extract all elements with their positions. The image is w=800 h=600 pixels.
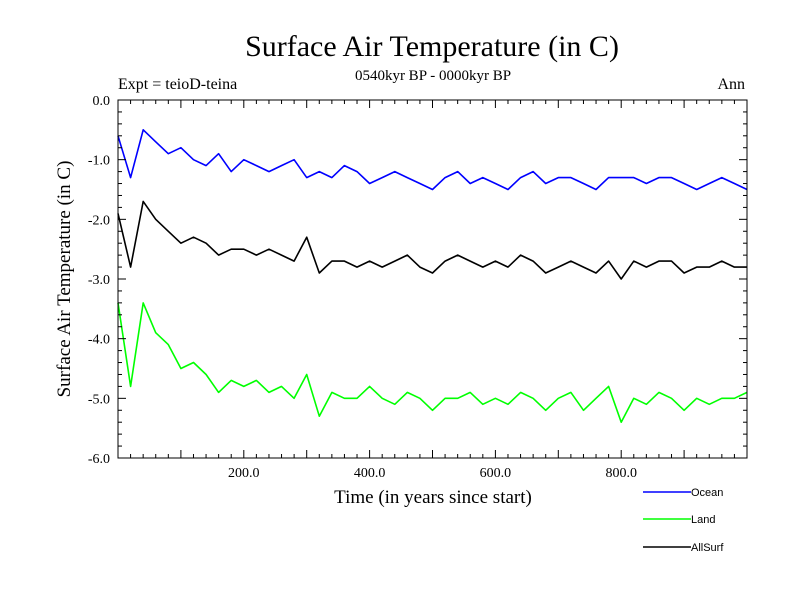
legend-label-land: Land xyxy=(691,514,715,526)
period-label: Ann xyxy=(717,76,745,93)
series-line-ocean xyxy=(117,129,748,191)
y-tick-label: -3.0 xyxy=(88,273,110,288)
y-tick-label: -6.0 xyxy=(88,452,110,467)
axes: 200.0 400.0 600.0 800.0 0.0 -1.0 -2.0 -3.0 -4.0 -… xyxy=(88,94,748,481)
x-tick-label: 800.0 xyxy=(605,466,637,481)
series-line-allsurf xyxy=(117,200,747,280)
y-tick-label: 0.0 xyxy=(93,94,111,109)
y-tick-label: -4.0 xyxy=(88,333,110,348)
y-tick-label: -1.0 xyxy=(88,154,110,169)
y-axis-label: Surface Air Temperature (in C) xyxy=(54,161,75,398)
experiment-label: Expt = teioD-teina xyxy=(118,76,237,93)
chart-subtitle: 0540kyr BP - 0000kyr BP xyxy=(355,68,511,84)
legend-label-ocean: Ocean xyxy=(691,487,723,499)
legend-label-allsurf: AllSurf xyxy=(691,542,724,554)
x-axis-label: Time (in years since start) xyxy=(334,487,532,508)
plot-frame xyxy=(117,99,748,459)
chart-title: Surface Air Temperature (in C) xyxy=(245,30,619,63)
x-tick-label: 400.0 xyxy=(354,466,386,481)
legend: Ocean Land AllSurf xyxy=(643,487,724,554)
y-tick-label: -5.0 xyxy=(88,392,110,407)
x-tick-label: 200.0 xyxy=(228,466,260,481)
y-tick-label: -2.0 xyxy=(88,213,110,228)
series-layer xyxy=(117,129,748,424)
series-line-land xyxy=(117,302,748,424)
x-tick-label: 600.0 xyxy=(480,466,512,481)
